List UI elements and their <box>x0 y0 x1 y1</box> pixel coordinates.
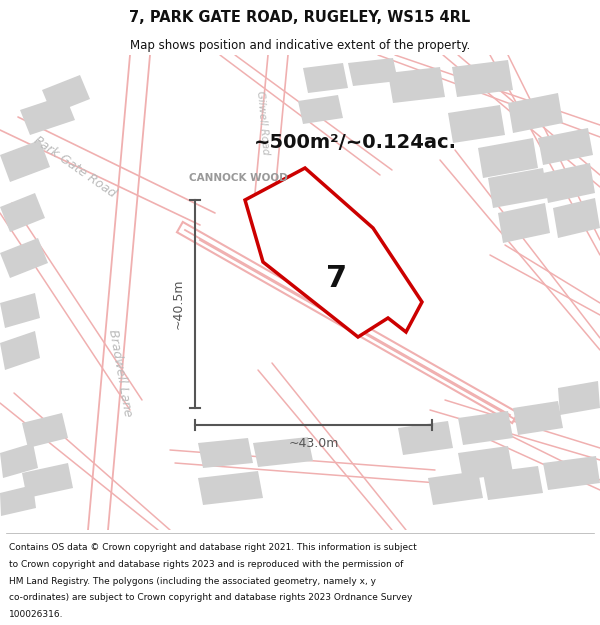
Polygon shape <box>543 456 600 490</box>
Polygon shape <box>498 203 550 243</box>
Text: co-ordinates) are subject to Crown copyright and database rights 2023 Ordnance S: co-ordinates) are subject to Crown copyr… <box>9 593 412 602</box>
Text: ~43.0m: ~43.0m <box>289 437 338 450</box>
Polygon shape <box>20 95 75 135</box>
Polygon shape <box>543 163 595 203</box>
Polygon shape <box>0 443 38 478</box>
Polygon shape <box>253 437 313 467</box>
Polygon shape <box>0 331 40 370</box>
Text: Park Gate Road: Park Gate Road <box>31 134 119 200</box>
Polygon shape <box>42 75 90 114</box>
Text: 100026316.: 100026316. <box>9 610 64 619</box>
Polygon shape <box>0 485 36 516</box>
Text: CANNOCK WOOD: CANNOCK WOOD <box>188 173 287 183</box>
Polygon shape <box>458 446 513 480</box>
Polygon shape <box>388 67 445 103</box>
Text: Bradwell Lane: Bradwell Lane <box>106 328 134 418</box>
Text: HM Land Registry. The polygons (including the associated geometry, namely x, y: HM Land Registry. The polygons (includin… <box>9 576 376 586</box>
Polygon shape <box>0 238 48 278</box>
Polygon shape <box>513 401 563 435</box>
Polygon shape <box>483 466 543 500</box>
Text: Map shows position and indicative extent of the property.: Map shows position and indicative extent… <box>130 39 470 51</box>
Polygon shape <box>22 463 73 498</box>
Polygon shape <box>553 198 600 238</box>
Text: 7: 7 <box>326 264 347 293</box>
Polygon shape <box>452 60 513 97</box>
Text: Gilwell Road: Gilwell Road <box>255 91 271 156</box>
Polygon shape <box>538 128 593 165</box>
Polygon shape <box>458 411 513 445</box>
Text: ~40.5m: ~40.5m <box>172 279 185 329</box>
Polygon shape <box>198 438 253 468</box>
Polygon shape <box>428 471 483 505</box>
Polygon shape <box>488 168 548 208</box>
Polygon shape <box>303 63 348 93</box>
Text: to Crown copyright and database rights 2023 and is reproduced with the permissio: to Crown copyright and database rights 2… <box>9 560 403 569</box>
Polygon shape <box>558 381 600 415</box>
Text: Park Gate Road: Park Gate Road <box>335 271 415 323</box>
Polygon shape <box>22 413 68 448</box>
Polygon shape <box>478 138 538 178</box>
Polygon shape <box>398 421 453 455</box>
Polygon shape <box>0 140 50 182</box>
Polygon shape <box>348 58 398 86</box>
Polygon shape <box>298 95 343 124</box>
Polygon shape <box>245 168 422 337</box>
Polygon shape <box>508 93 563 133</box>
Polygon shape <box>0 193 45 232</box>
Text: 7, PARK GATE ROAD, RUGELEY, WS15 4RL: 7, PARK GATE ROAD, RUGELEY, WS15 4RL <box>130 10 470 25</box>
Text: Contains OS data © Crown copyright and database right 2021. This information is : Contains OS data © Crown copyright and d… <box>9 543 417 552</box>
Polygon shape <box>448 105 505 143</box>
Polygon shape <box>0 293 40 328</box>
Polygon shape <box>198 471 263 505</box>
Text: ~500m²/~0.124ac.: ~500m²/~0.124ac. <box>254 132 457 151</box>
